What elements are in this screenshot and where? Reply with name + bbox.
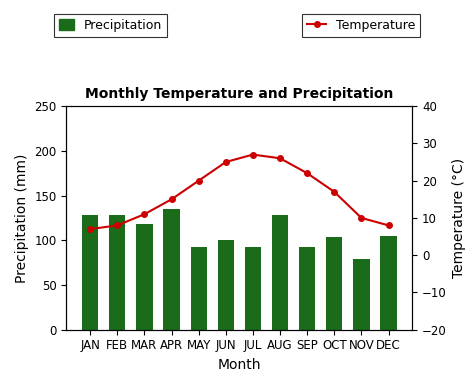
Title: Monthly Temperature and Precipitation: Monthly Temperature and Precipitation <box>85 87 393 101</box>
Bar <box>82 215 99 330</box>
Bar <box>109 215 126 330</box>
Bar <box>164 209 180 330</box>
Bar <box>380 236 397 330</box>
Y-axis label: Temperature (°C): Temperature (°C) <box>452 158 466 278</box>
X-axis label: Month: Month <box>218 358 261 372</box>
Bar <box>191 247 207 330</box>
Legend: Precipitation: Precipitation <box>54 14 167 37</box>
Bar <box>272 215 288 330</box>
Y-axis label: Precipitation (mm): Precipitation (mm) <box>15 153 29 283</box>
Bar <box>218 240 234 330</box>
Bar <box>245 247 261 330</box>
Legend: Temperature: Temperature <box>302 14 420 37</box>
Bar <box>137 224 153 330</box>
Bar <box>353 259 370 330</box>
Bar <box>299 247 315 330</box>
Bar <box>326 237 342 330</box>
